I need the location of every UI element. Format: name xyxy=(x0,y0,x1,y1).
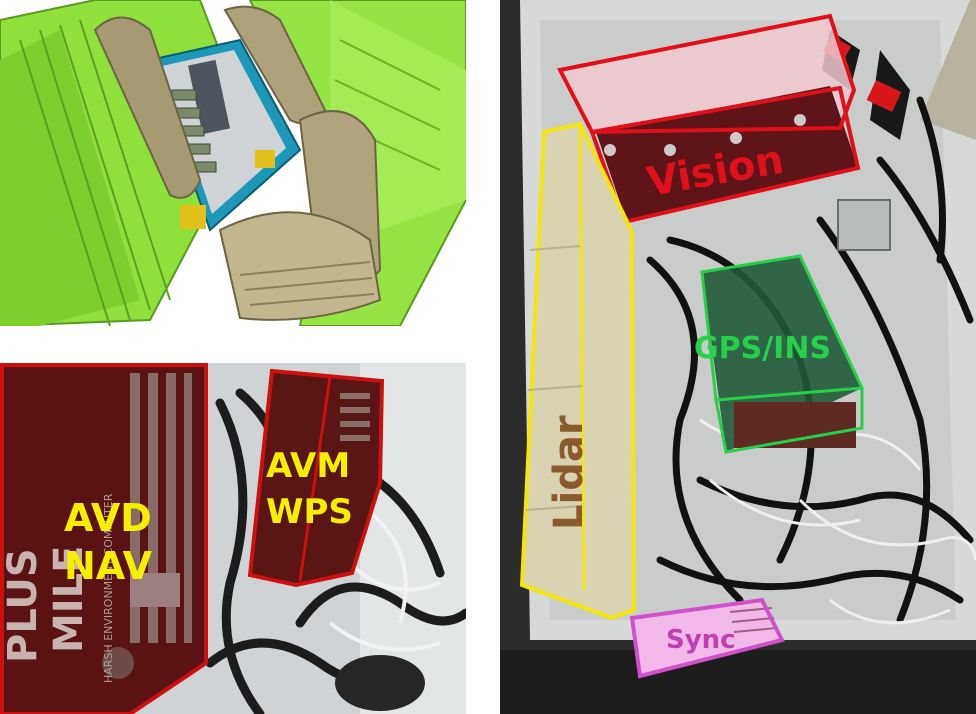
sync-outline xyxy=(629,597,785,679)
label-sync: Sync xyxy=(666,625,736,655)
nav-photo-graphic: PLUS MILE HARSH ENVIRONMENT COMPUTER AVD… xyxy=(0,363,466,714)
label-lidar: Lidar xyxy=(546,415,592,530)
computer-brand-text: PLUS xyxy=(0,548,46,663)
nav-computers-photo: PLUS MILE HARSH ENVIRONMENT COMPUTER AVD… xyxy=(0,363,466,714)
avm-wps-outline xyxy=(247,368,385,588)
cad-vehicle-render xyxy=(0,0,466,326)
avd-nav-outline xyxy=(0,363,208,714)
computer-caption-text: HARSH ENVIRONMENT COMPUTER xyxy=(102,493,115,683)
trunk-photo-graphic: Vision GPS/INS Lidar Sync xyxy=(500,0,976,714)
label-gps-ins: GPS/INS xyxy=(694,331,831,366)
trunk-electronics-photo: Vision GPS/INS Lidar Sync xyxy=(500,0,976,714)
vision-upper-outline xyxy=(557,13,857,135)
label-wps: WPS xyxy=(266,492,353,532)
computer-model-text: MILE xyxy=(46,546,92,654)
label-avd: AVD xyxy=(64,496,152,540)
label-avm: AVM xyxy=(266,446,350,486)
cad-render-graphic xyxy=(0,0,466,326)
label-nav: NAV xyxy=(64,544,153,588)
